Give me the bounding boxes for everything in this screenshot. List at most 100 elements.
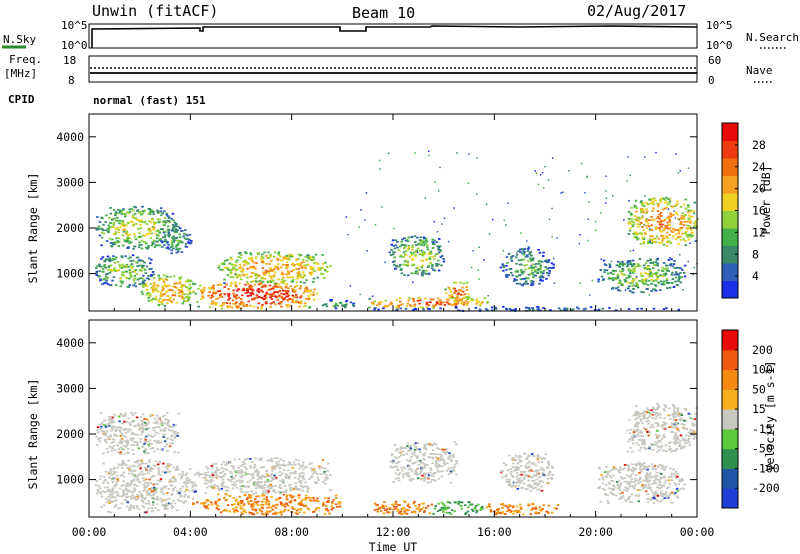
power-noise-cell — [595, 229, 597, 232]
velocity-echo-cell — [180, 474, 184, 477]
power-echo-cell — [242, 305, 246, 307]
velocity-echo-cell — [206, 486, 209, 489]
power-echo-cell — [525, 306, 528, 309]
power-echo-cell — [679, 217, 683, 220]
velocity-echo-cell — [244, 511, 248, 514]
power-echo-cell — [142, 210, 145, 213]
power-echo-cell — [385, 305, 389, 308]
power-noise-cell — [629, 250, 632, 252]
velocity-echo-cell — [430, 443, 434, 446]
power-echo-cell — [202, 289, 206, 292]
power-echo-cell — [122, 244, 125, 247]
velocity-echo-cell — [440, 459, 443, 461]
velocity-echo-cell — [287, 509, 290, 512]
power-echo-cell — [140, 269, 144, 272]
velocity-echo-cell — [176, 509, 179, 512]
power-noise-cell — [562, 191, 564, 193]
velocity-echo-cell — [222, 509, 225, 512]
power-echo-cell — [223, 259, 227, 262]
power-echo-cell — [682, 217, 685, 220]
velocity-echo-cell — [298, 494, 301, 497]
velocity-echo-cell — [540, 458, 544, 460]
power-echo-cell — [313, 298, 316, 301]
power-echo-cell — [109, 242, 113, 244]
power-echo-cell — [322, 277, 326, 279]
power-echo-cell — [280, 301, 283, 303]
power-echo-cell — [404, 250, 408, 253]
power-echo-cell — [286, 257, 290, 260]
velocity-echo-cell — [430, 503, 434, 506]
power-echo-cell — [120, 211, 123, 213]
velocity-echo-cell — [119, 440, 123, 443]
colorbar-segment — [722, 263, 738, 281]
velocity-echo-cell — [228, 495, 232, 497]
power-echo-cell — [260, 296, 264, 299]
power-echo-cell — [133, 282, 137, 285]
velocity-echo-cell — [111, 489, 115, 491]
velocity-echo-cell — [382, 507, 385, 510]
power-echo-cell — [98, 221, 102, 223]
velocity-echo-cell — [266, 499, 269, 502]
power-echo-cell — [431, 255, 434, 258]
power-echo-cell — [638, 216, 641, 219]
power-echo-cell — [520, 259, 523, 261]
power-echo-cell — [371, 302, 374, 304]
velocity-echo-cell — [223, 509, 227, 511]
power-echo-cell — [183, 297, 186, 300]
power-echo-cell — [662, 197, 666, 200]
velocity-echo-cell — [422, 472, 426, 475]
power-echo-cell — [334, 307, 338, 310]
power-noise-cell — [520, 232, 522, 234]
power-echo-cell — [667, 270, 671, 272]
velocity-echo-cell — [399, 451, 402, 454]
power-echo-cell — [608, 307, 611, 309]
power-echo-cell — [452, 299, 456, 302]
power-echo-cell — [507, 274, 510, 276]
power-echo-cell — [648, 241, 651, 244]
power-echo-cell — [246, 267, 249, 270]
power-echo-cell — [109, 268, 112, 271]
velocity-echo-cell — [142, 429, 145, 432]
power-echo-cell — [285, 254, 288, 257]
velocity-echo-cell — [310, 475, 314, 477]
power-echo-cell — [250, 291, 253, 294]
power-echo-cell — [181, 293, 184, 295]
power-echo-cell — [241, 260, 245, 263]
velocity-echo-cell — [156, 483, 159, 485]
power-echo-cell — [520, 269, 523, 271]
power-echo-cell — [148, 208, 151, 211]
velocity-echo-cell — [541, 481, 545, 483]
power-noise-cell — [428, 154, 430, 157]
power-echo-cell — [634, 205, 637, 208]
velocity-echo-cell — [248, 511, 251, 514]
power-echo-cell — [134, 261, 138, 263]
power-echo-cell — [129, 260, 132, 263]
power-echo-cell — [650, 242, 654, 244]
velocity-echo-cell — [413, 501, 416, 503]
velocity-echo-cell — [148, 466, 152, 469]
power-echo-cell — [665, 217, 669, 220]
power-echo-cell — [692, 212, 696, 215]
velocity-echo-cell — [113, 413, 116, 416]
power-echo-cell — [291, 290, 295, 292]
power-echo-cell — [256, 289, 259, 292]
power-echo-cell — [152, 223, 156, 226]
velocity-echo-cell — [166, 422, 169, 424]
velocity-echo-cell — [278, 467, 282, 470]
power-echo-cell — [677, 236, 680, 239]
power-echo-cell — [368, 298, 371, 300]
velocity-echo-cell — [220, 463, 224, 466]
power-echo-cell — [524, 255, 528, 258]
power-echo-cell — [250, 260, 254, 262]
power-echo-cell — [665, 196, 668, 199]
power-echo-cell — [99, 227, 102, 230]
velocity-echo-cell — [176, 468, 180, 471]
velocity-echo-cell — [452, 468, 455, 471]
velocity-echo-cell — [153, 434, 157, 437]
power-echo-cell — [166, 289, 170, 292]
power-noise-cell — [476, 157, 478, 159]
power-echo-cell — [310, 259, 313, 261]
velocity-echo-cell — [431, 452, 434, 455]
velocity-echo-cell — [322, 503, 325, 506]
velocity-echo-cell — [104, 497, 108, 500]
